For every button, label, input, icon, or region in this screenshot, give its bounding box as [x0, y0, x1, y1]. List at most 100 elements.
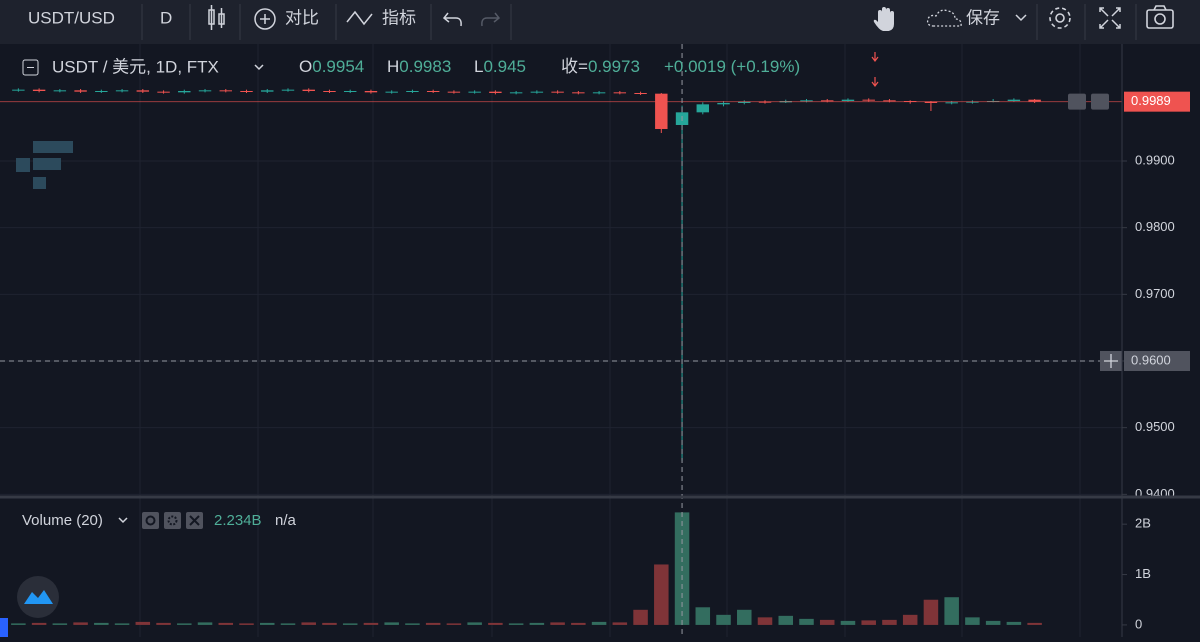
save-button[interactable]: 保存 [966, 8, 1000, 27]
y-tick-label: 0.9400 [1135, 486, 1175, 501]
candle-body [261, 90, 274, 92]
candle-body [572, 92, 585, 94]
volume-bar [861, 620, 876, 625]
settings[interactable] [1049, 7, 1071, 29]
candle-body [758, 101, 772, 103]
candle-body [95, 91, 108, 92]
candle-body [509, 92, 523, 94]
candle-body [53, 90, 67, 92]
volume-bar [923, 599, 939, 625]
volume-bar [757, 617, 773, 625]
symbol[interactable]: USDT/USD [28, 8, 115, 27]
candle-body [551, 91, 564, 93]
h-label: H [387, 57, 399, 76]
fullscreen[interactable] [1099, 7, 1121, 29]
logo[interactable] [17, 576, 59, 618]
volume-bar [902, 614, 918, 625]
volume-bar [446, 623, 462, 625]
side-tab[interactable] [0, 618, 8, 637]
crosshair-box [1124, 351, 1190, 371]
candle-body [178, 91, 191, 93]
compare-icon[interactable] [254, 8, 276, 30]
volume-bar [778, 615, 794, 625]
candle-body [738, 101, 751, 103]
volume-bar [114, 623, 130, 625]
y-tick-label: 1B [1135, 566, 1151, 581]
volume-bar [52, 623, 68, 625]
scale-button[interactable] [1068, 93, 1086, 110]
toolbar [0, 0, 1200, 44]
volume-bar [716, 614, 731, 625]
event-markers[interactable] [871, 52, 879, 87]
volume-bar [612, 622, 628, 625]
undo[interactable] [442, 12, 462, 27]
legend-menu[interactable] [254, 64, 264, 71]
chart-type-icon[interactable] [208, 5, 225, 30]
volume-controls[interactable] [142, 512, 203, 529]
last-price-box [1124, 91, 1190, 112]
legend-title: USDT / 美元, 1D, FTX [52, 57, 219, 76]
indicators-button[interactable]: 指标 [382, 8, 416, 27]
volume-bar [1006, 621, 1022, 625]
candle-body [240, 91, 253, 92]
volume-ma: n/a [275, 512, 297, 529]
volume-title: Volume (20) [22, 512, 103, 529]
cloud-icon[interactable] [926, 9, 962, 27]
candle-body [883, 100, 896, 102]
volume-bar [965, 617, 980, 625]
candle-body [364, 91, 378, 93]
volume-menu[interactable] [118, 517, 128, 524]
save-menu[interactable] [1015, 14, 1027, 22]
candle-body [302, 89, 315, 91]
compare-button[interactable]: 对比 [285, 8, 319, 27]
volume-value: 2.234B [214, 512, 262, 529]
candle-body [115, 90, 129, 92]
volume-bar [591, 621, 607, 625]
hand-tool[interactable] [873, 7, 894, 31]
volume-bar [882, 619, 897, 625]
volume-bar [695, 607, 711, 625]
volume-bar [819, 619, 835, 625]
volume-bar [363, 622, 379, 625]
volume-bar [73, 622, 88, 625]
snapshot[interactable] [1146, 5, 1174, 29]
interval[interactable]: D [160, 8, 172, 27]
collapse-legend[interactable] [22, 59, 39, 76]
l-label: L [474, 57, 483, 76]
candle-body [966, 101, 979, 103]
candle-body [924, 101, 938, 103]
candle-body [468, 91, 481, 93]
candle-body [343, 91, 357, 92]
candle-body [136, 90, 150, 92]
indicators-icon[interactable] [346, 10, 373, 26]
candle-body [323, 91, 336, 92]
volume-bar [384, 622, 399, 625]
candle-body [592, 92, 606, 94]
volume-bar [342, 623, 358, 625]
y-tick-label: 0.9900 [1135, 152, 1175, 167]
candle-body [281, 89, 295, 91]
candle-body [198, 90, 212, 92]
h-value: 0.9983 [399, 57, 451, 76]
candle-body [32, 89, 46, 91]
y-tick-label: 0.9700 [1135, 286, 1175, 301]
candle-body [821, 100, 834, 102]
drawing-objects[interactable] [16, 141, 73, 189]
candle-body [862, 99, 875, 101]
crosshair-label: 0.9600 [1131, 352, 1171, 367]
redo[interactable] [481, 12, 501, 27]
volume-bar [488, 622, 503, 625]
candle-body [12, 89, 25, 91]
y-tick-label: 2B [1135, 516, 1151, 531]
candle-body [74, 90, 87, 92]
candle-body [613, 92, 627, 94]
y-tick-label: 0 [1135, 616, 1142, 631]
candle-body [717, 103, 730, 105]
scale-button[interactable] [1091, 93, 1109, 110]
volume-bar [508, 623, 524, 625]
legend-ohlc: O0.9954 H0.9983 L0.945 收=0.9973 +0.0019 … [299, 57, 800, 76]
y-tick-label: 0.9800 [1135, 219, 1175, 234]
change: +0.0019 (+0.19%) [664, 57, 800, 76]
last-price-label: 0.9989 [1131, 93, 1171, 108]
